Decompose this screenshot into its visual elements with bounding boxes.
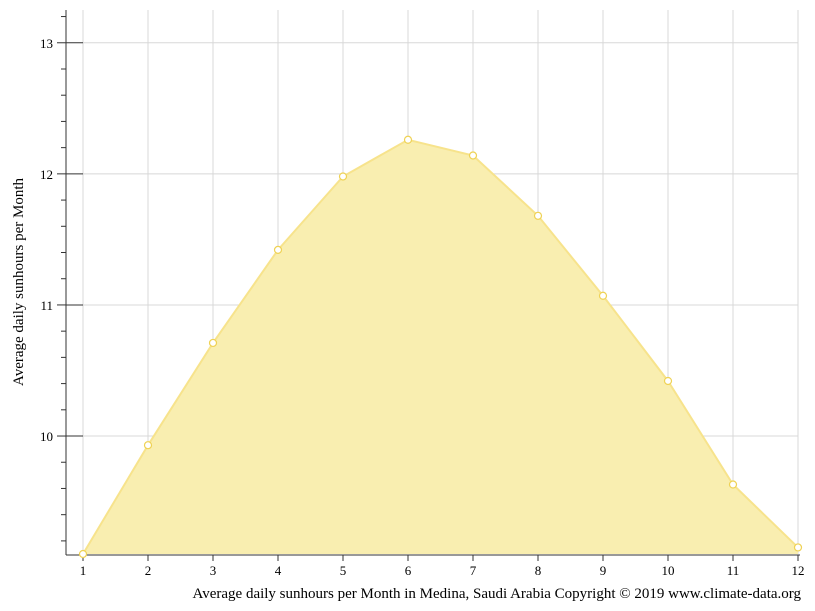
data-point-marker <box>468 151 478 160</box>
x-tick-label: 8 <box>535 563 542 578</box>
data-point-marker <box>728 480 738 489</box>
data-point-marker <box>273 245 283 254</box>
x-axis-title: Average daily sunhours per Month in Medi… <box>193 586 802 602</box>
x-tick-label: 4 <box>275 563 282 578</box>
y-tick-label: 11 <box>40 298 53 313</box>
x-tick-label: 3 <box>210 563 217 578</box>
data-point-marker <box>793 543 803 552</box>
data-point-marker <box>78 549 88 559</box>
area-series <box>82 138 799 555</box>
x-tick-label: 10 <box>662 563 675 578</box>
data-point-marker <box>338 172 348 181</box>
x-tick-label: 6 <box>405 563 412 578</box>
x-tick-label: 2 <box>145 563 152 578</box>
x-tick-label: 1 <box>80 563 87 578</box>
series-line <box>82 138 799 555</box>
series-area-fill <box>83 139 798 554</box>
x-tick-label: 7 <box>470 563 477 578</box>
y-tick-label: 13 <box>40 36 53 51</box>
y-tick-label: 10 <box>40 429 53 444</box>
x-tick-label: 12 <box>792 563 805 578</box>
data-point-marker <box>403 135 413 144</box>
data-point-marker <box>663 376 673 386</box>
x-tick-label: 5 <box>340 563 347 578</box>
axes <box>57 10 800 561</box>
data-point-marker <box>208 338 218 348</box>
data-markers <box>78 135 803 559</box>
data-point-marker <box>598 291 608 300</box>
y-tick-label: 12 <box>40 167 53 182</box>
x-tick-label: 11 <box>727 563 740 578</box>
y-axis-title: Average daily sunhours per Month <box>11 178 27 387</box>
data-point-marker <box>533 211 543 220</box>
x-tick-label: 9 <box>600 563 607 578</box>
data-point-marker <box>143 441 153 450</box>
